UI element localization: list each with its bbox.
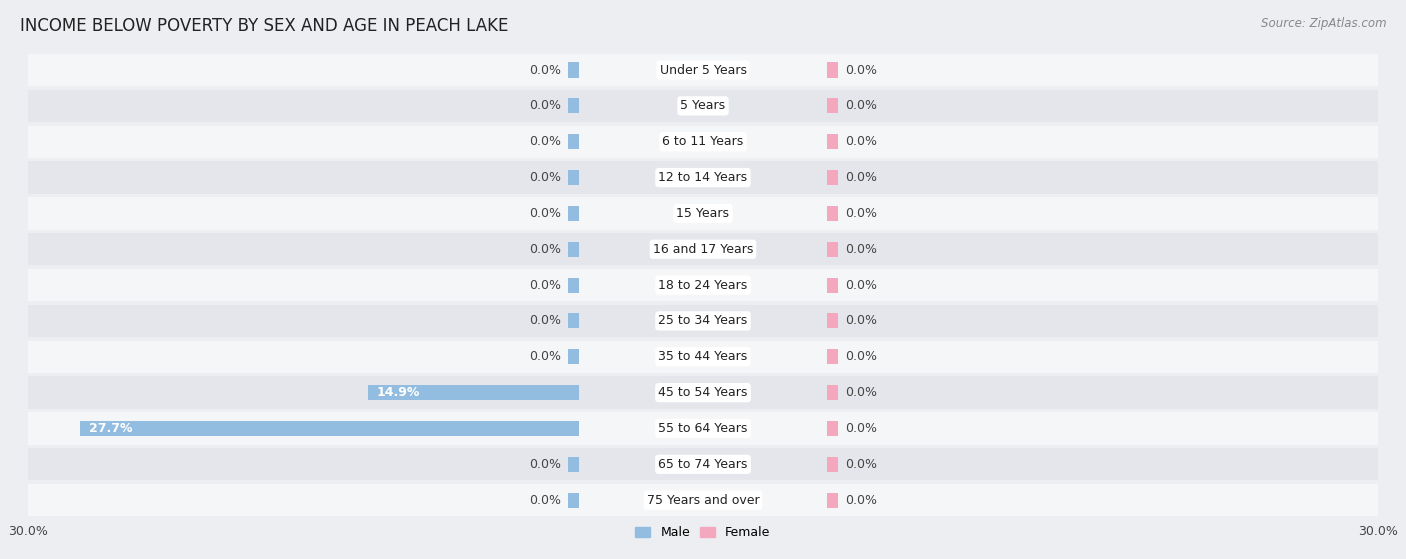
Bar <box>28 90 1378 122</box>
Bar <box>827 63 838 78</box>
Bar <box>827 206 838 221</box>
Text: 0.0%: 0.0% <box>845 64 877 77</box>
Text: 35 to 44 Years: 35 to 44 Years <box>658 350 748 363</box>
Text: 0.0%: 0.0% <box>529 135 561 148</box>
Text: 0.0%: 0.0% <box>845 278 877 292</box>
Text: 15 Years: 15 Years <box>676 207 730 220</box>
Bar <box>28 197 1378 230</box>
Text: Source: ZipAtlas.com: Source: ZipAtlas.com <box>1261 17 1386 30</box>
Bar <box>28 162 1378 193</box>
Text: 0.0%: 0.0% <box>845 171 877 184</box>
Text: 0.0%: 0.0% <box>845 135 877 148</box>
Bar <box>28 484 1378 517</box>
Text: Under 5 Years: Under 5 Years <box>659 64 747 77</box>
Text: 14.9%: 14.9% <box>377 386 420 399</box>
Bar <box>827 421 838 436</box>
Bar <box>28 448 1378 480</box>
Text: 0.0%: 0.0% <box>529 278 561 292</box>
Bar <box>568 278 579 292</box>
Bar <box>568 241 579 257</box>
Text: 12 to 14 Years: 12 to 14 Years <box>658 171 748 184</box>
Text: 0.0%: 0.0% <box>529 350 561 363</box>
Bar <box>827 349 838 364</box>
Text: 0.0%: 0.0% <box>845 243 877 256</box>
Bar <box>568 349 579 364</box>
Bar <box>827 492 838 508</box>
Text: 75 Years and over: 75 Years and over <box>647 494 759 506</box>
Text: 25 to 34 Years: 25 to 34 Years <box>658 314 748 328</box>
Text: 0.0%: 0.0% <box>845 314 877 328</box>
Text: 0.0%: 0.0% <box>529 171 561 184</box>
Text: INCOME BELOW POVERTY BY SEX AND AGE IN PEACH LAKE: INCOME BELOW POVERTY BY SEX AND AGE IN P… <box>20 17 508 35</box>
Bar <box>368 385 579 400</box>
Bar <box>568 134 579 149</box>
Text: 0.0%: 0.0% <box>529 458 561 471</box>
Text: 0.0%: 0.0% <box>845 458 877 471</box>
Text: 16 and 17 Years: 16 and 17 Years <box>652 243 754 256</box>
Bar <box>568 63 579 78</box>
Text: 0.0%: 0.0% <box>845 207 877 220</box>
Text: 0.0%: 0.0% <box>529 314 561 328</box>
Bar <box>568 170 579 185</box>
Bar <box>827 278 838 292</box>
Text: 0.0%: 0.0% <box>845 100 877 112</box>
Bar <box>827 457 838 472</box>
Bar <box>28 269 1378 301</box>
Text: 6 to 11 Years: 6 to 11 Years <box>662 135 744 148</box>
Bar <box>827 241 838 257</box>
Bar <box>28 54 1378 86</box>
Text: 0.0%: 0.0% <box>845 422 877 435</box>
Text: 0.0%: 0.0% <box>845 386 877 399</box>
Text: 0.0%: 0.0% <box>529 100 561 112</box>
Bar <box>80 421 579 436</box>
Legend: Male, Female: Male, Female <box>630 521 776 544</box>
Bar <box>568 314 579 329</box>
Bar <box>28 377 1378 409</box>
Text: 0.0%: 0.0% <box>529 494 561 506</box>
Text: 27.7%: 27.7% <box>89 422 132 435</box>
Bar <box>28 233 1378 266</box>
Text: 65 to 74 Years: 65 to 74 Years <box>658 458 748 471</box>
Text: 0.0%: 0.0% <box>845 494 877 506</box>
Text: 0.0%: 0.0% <box>529 243 561 256</box>
Bar <box>827 170 838 185</box>
Bar <box>568 457 579 472</box>
Bar <box>827 134 838 149</box>
Text: 0.0%: 0.0% <box>529 207 561 220</box>
Text: 0.0%: 0.0% <box>529 64 561 77</box>
Text: 5 Years: 5 Years <box>681 100 725 112</box>
Bar <box>28 305 1378 337</box>
Text: 0.0%: 0.0% <box>845 350 877 363</box>
Bar <box>568 98 579 113</box>
Bar <box>827 98 838 113</box>
Bar <box>28 413 1378 444</box>
Bar <box>827 385 838 400</box>
Text: 18 to 24 Years: 18 to 24 Years <box>658 278 748 292</box>
Bar <box>568 492 579 508</box>
Text: 45 to 54 Years: 45 to 54 Years <box>658 386 748 399</box>
Bar <box>827 314 838 329</box>
Bar <box>28 126 1378 158</box>
Bar <box>28 340 1378 373</box>
Bar <box>568 206 579 221</box>
Text: 55 to 64 Years: 55 to 64 Years <box>658 422 748 435</box>
